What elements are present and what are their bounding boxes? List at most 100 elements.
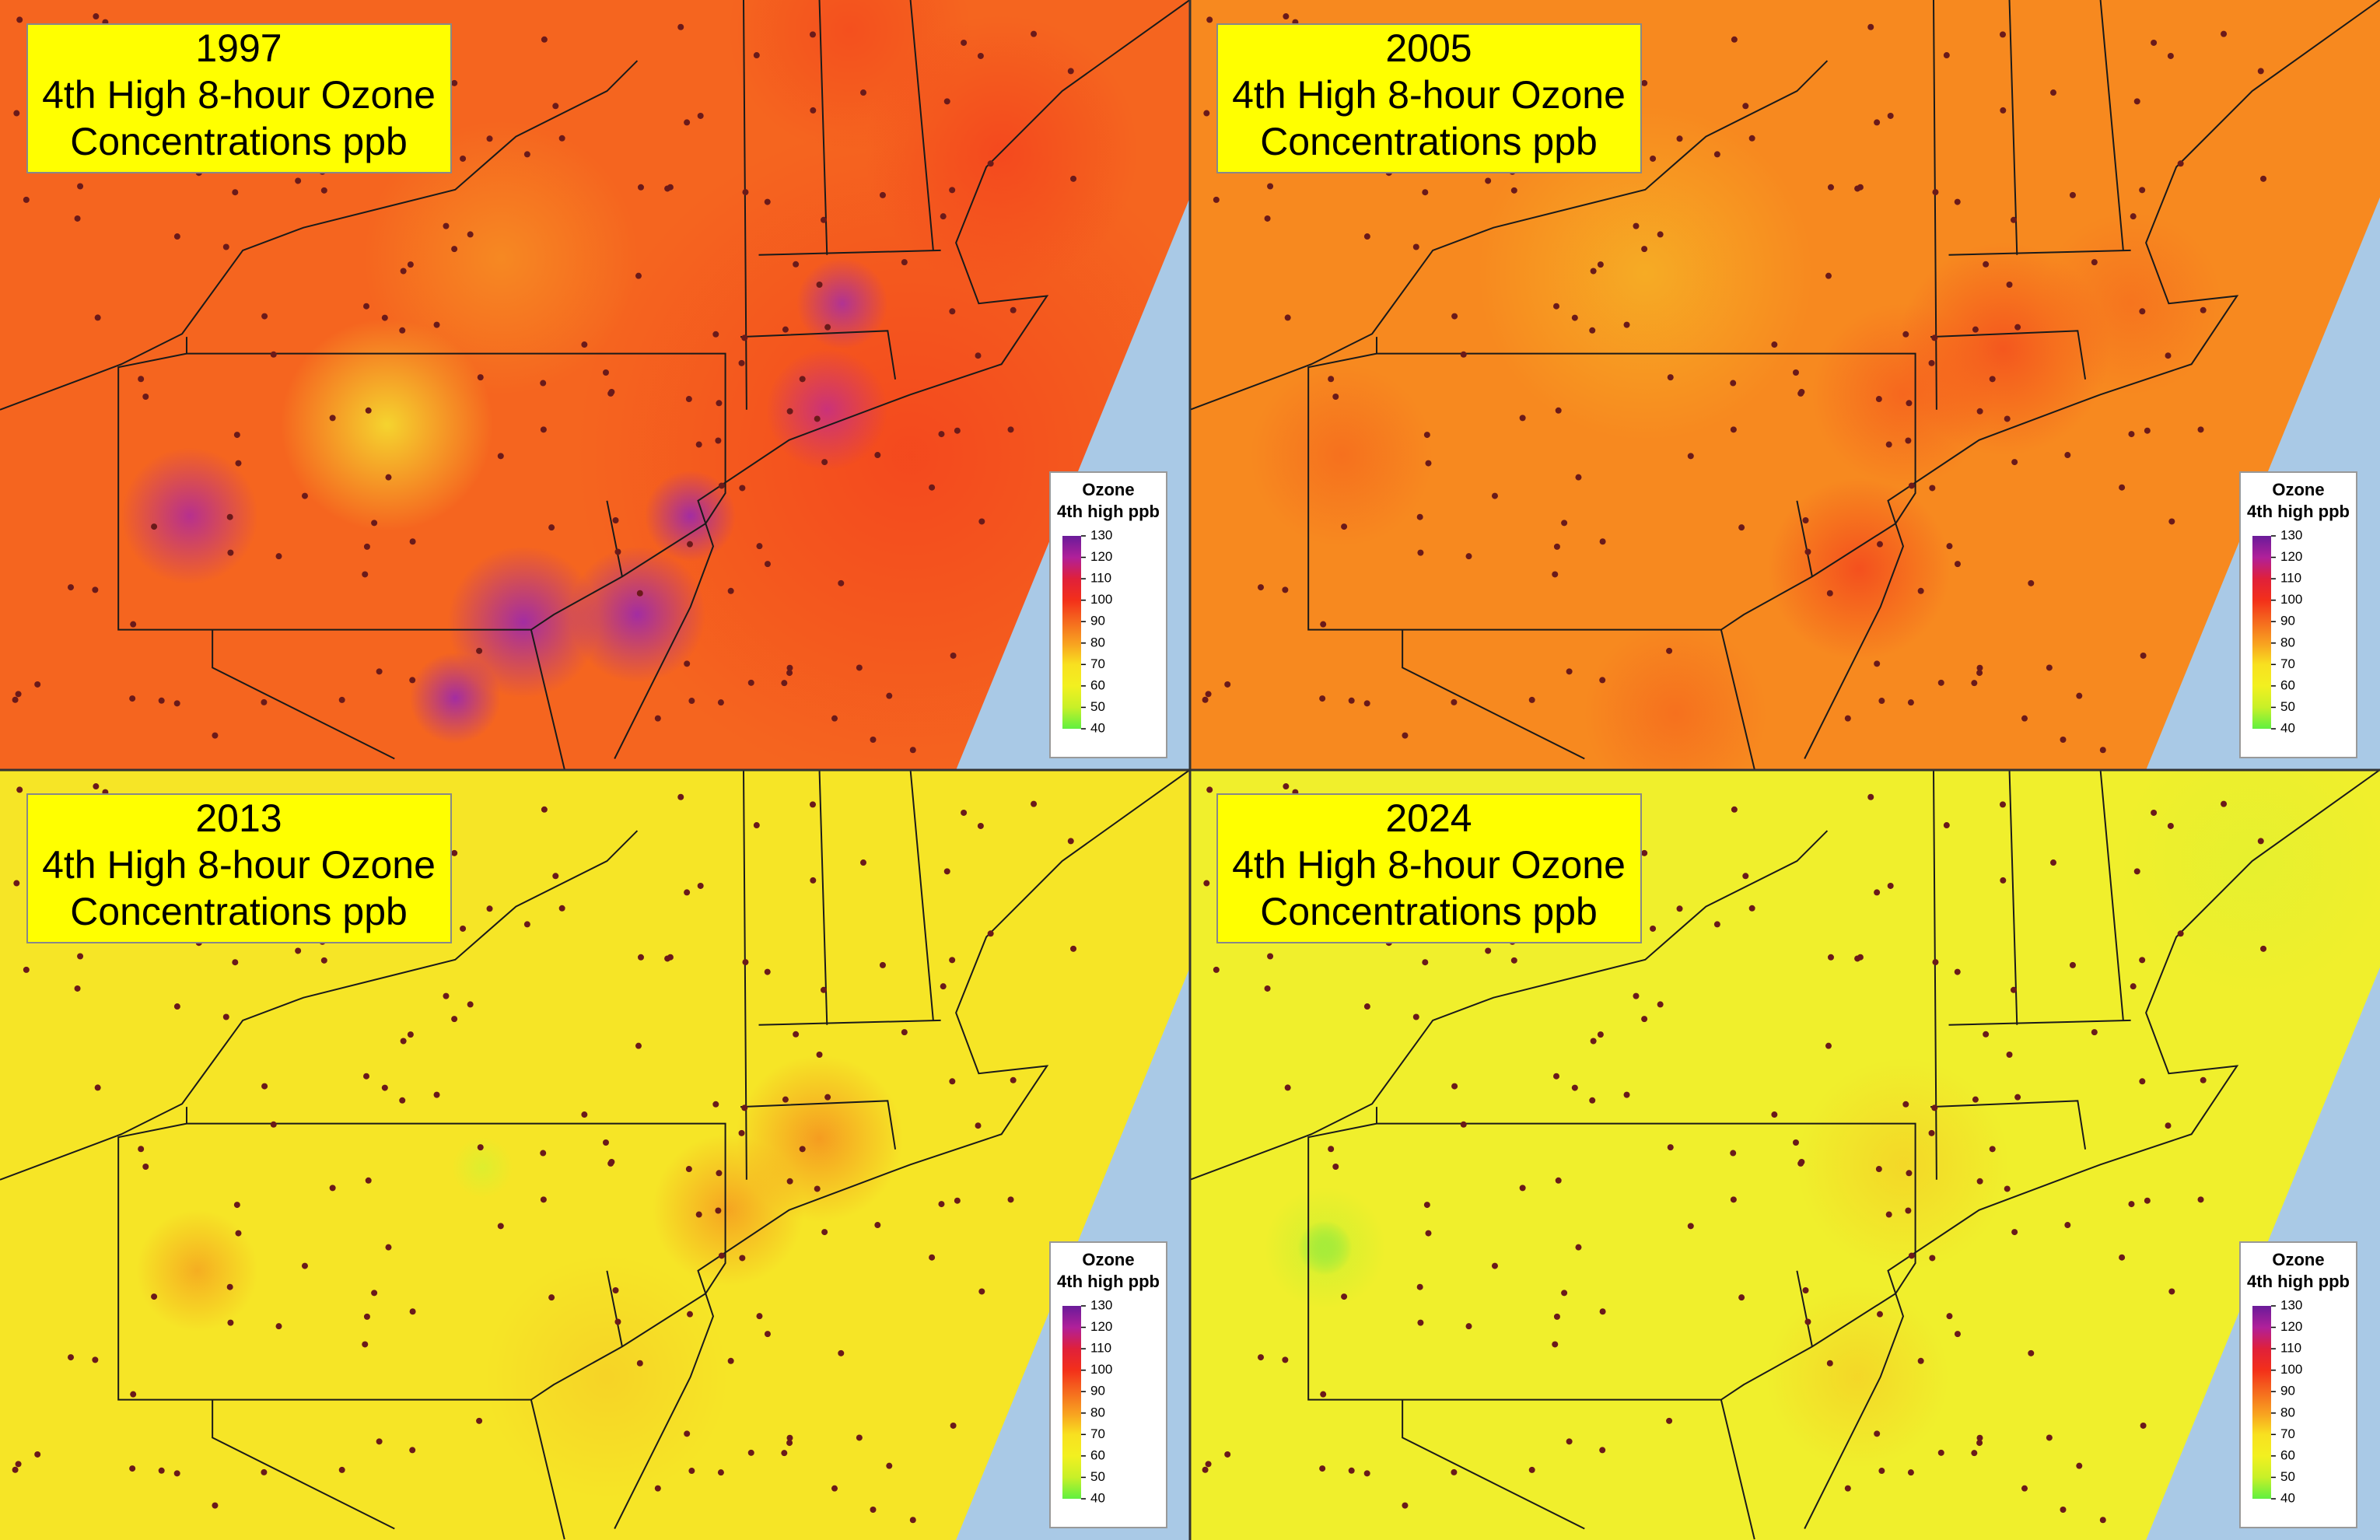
monitor-site [2128,431,2135,438]
monitor-site [741,1104,748,1111]
monitor-site [831,1485,838,1492]
monitor-site [34,681,41,688]
monitor-site [764,968,771,975]
monitor-site [975,1122,982,1129]
monitor-site [799,376,806,383]
monitor-site [2165,352,2172,359]
monitor-site [2099,1517,2106,1524]
ozone-hotspot [645,470,737,562]
boundary [1190,830,1829,1181]
monitor-site [856,1434,863,1441]
monitor-site [93,783,100,790]
monitor-site [552,873,559,880]
monitor-site [1267,953,1274,960]
monitor-site [1282,586,1289,593]
monitor-site [2168,518,2175,525]
legend-tick-label: 110 [1090,1341,1111,1356]
monitor-site [1519,1185,1526,1192]
monitor-site [2076,1462,2083,1469]
monitor-site [810,107,817,114]
monitor-site [173,700,180,707]
monitor-site [1999,31,2006,38]
ozone-hotspot [1264,1187,1386,1309]
boundary [909,0,934,251]
monitor-site [1878,698,1885,705]
monitor-site [1417,1319,1424,1326]
monitor-site [363,1073,370,1080]
monitor-site [949,308,956,315]
boundary [742,0,747,410]
monitor-site [1972,326,1979,333]
monitor-site [2144,427,2151,434]
monitor-site [227,549,234,556]
monitor-site [786,1178,793,1185]
title-box [1216,23,1642,173]
monitor-site [381,1084,388,1091]
monitor-site [1341,523,1348,530]
monitor-site [1983,261,1990,268]
monitor-site [270,351,277,358]
monitor-site [1730,1196,1737,1203]
monitor-site [467,231,474,238]
monitor-site [1423,432,1430,439]
monitor-site [2151,39,2158,46]
monitor-site [1589,1097,1596,1104]
monitor-site [654,715,661,722]
monitor-site [275,553,282,560]
monitor-site [1908,1252,1915,1259]
boundary [1402,629,1585,760]
ozone-hotspot [569,546,706,683]
monitor-site [786,670,793,677]
ozone-hotspot [1584,621,1767,770]
monitor-site [1826,590,1833,597]
monitor-site [1687,453,1694,460]
title-text: Concentrations ppb [1260,890,1598,933]
boundary [530,629,565,770]
monitor-site [173,1003,180,1010]
monitor-site [753,822,760,829]
monitor-site [1623,1091,1630,1098]
monitor-site [1931,334,1938,341]
monitor-site [879,961,886,968]
monitor-site [764,198,771,205]
monitor-site [1971,1450,1978,1457]
monitor-site [820,216,827,223]
monitor-site [1553,543,1560,550]
monitor-site [1798,1158,1805,1165]
monitor-site [1451,698,1458,705]
monitor-site [1425,1230,1432,1237]
monitor-site [400,1038,407,1045]
monitor-site [1667,1144,1674,1151]
ozone-hotspot [136,1209,258,1332]
monitor-site [497,1223,504,1230]
monitor-site [1844,715,1851,722]
boundary [1930,330,2087,380]
monitor-site [838,1349,845,1356]
monitor-site [954,427,961,434]
monitor-site [978,518,985,525]
legend-tick-label: 40 [1090,720,1105,735]
boundary [740,330,897,380]
monitor-site [2200,1076,2207,1083]
legend-tick-label: 110 [2280,571,2301,586]
monitor-site [1666,1417,1673,1424]
monitor-site [2091,259,2098,266]
monitor-site [793,1031,800,1038]
monitor-site [1771,1111,1778,1118]
title-text: 2013 [195,796,282,840]
monitor-site [764,1331,771,1338]
legend-tick-label: 50 [2280,1469,2295,1484]
monitor-site [816,1052,823,1059]
title-box [26,793,452,943]
legend-subtitle: 4th high ppb [1057,502,1160,521]
monitor-site [1633,992,1640,999]
ozone-hotspot [409,652,501,744]
monitor-site [870,1506,877,1513]
boundary [1796,1270,1813,1347]
legend-tick-label: 70 [1090,1426,1105,1441]
monitor-site [1202,1466,1209,1473]
monitor-site [1451,1468,1458,1475]
monitor-site [1827,954,1834,961]
monitor-site [130,621,137,628]
monitor-site [1422,959,1429,966]
